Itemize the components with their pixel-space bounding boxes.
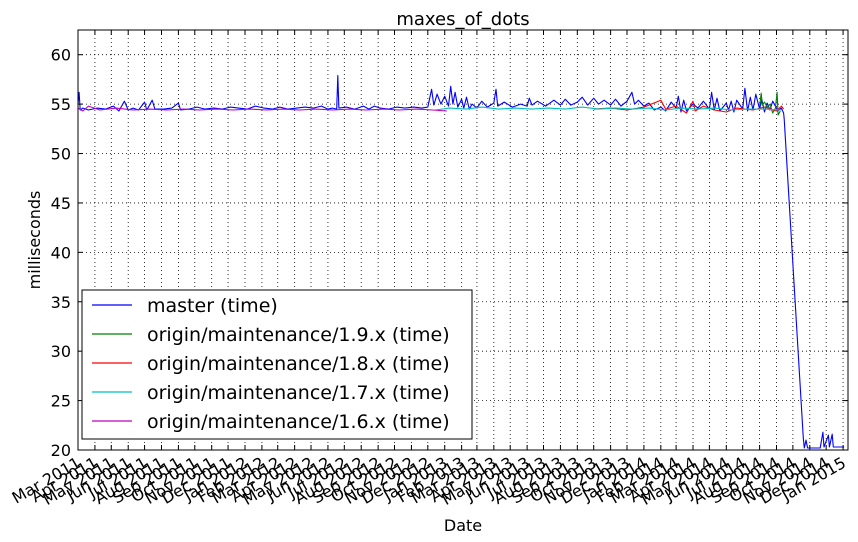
series-line [759,91,781,116]
y-tick-label: 60 [51,46,71,65]
plot-area-frame [77,29,849,451]
legend-box [81,289,473,440]
y-tick-label: 40 [51,243,71,262]
y-tick-label: 55 [51,95,71,114]
y-tick-label: 45 [51,194,71,213]
chart-title: maxes_of_dots [396,9,529,30]
y-tick-label: 30 [51,342,71,361]
x-axis-label: Date [444,516,482,535]
y-axis-label: milliseconds [25,191,44,290]
series-line [435,106,782,111]
series-line [593,99,785,114]
y-tick-label: 25 [51,392,71,411]
series-line [77,74,845,449]
y-tick-label: 35 [51,293,71,312]
y-tick-label: 50 [51,145,71,164]
legend: master (time) origin/maintenance/1.9.x (t… [81,289,473,440]
series-lines [77,74,845,449]
series-line [77,105,447,112]
y-tick-label: 20 [51,441,71,460]
legend-label: origin/maintenance/1.9.x (time) [147,324,450,346]
legend-label: origin/maintenance/1.8.x (time) [147,353,450,375]
legend-label: origin/maintenance/1.6.x (time) [147,411,450,433]
legend-label: origin/maintenance/1.7.x (time) [147,382,450,404]
legend-label: master (time) [147,295,278,317]
